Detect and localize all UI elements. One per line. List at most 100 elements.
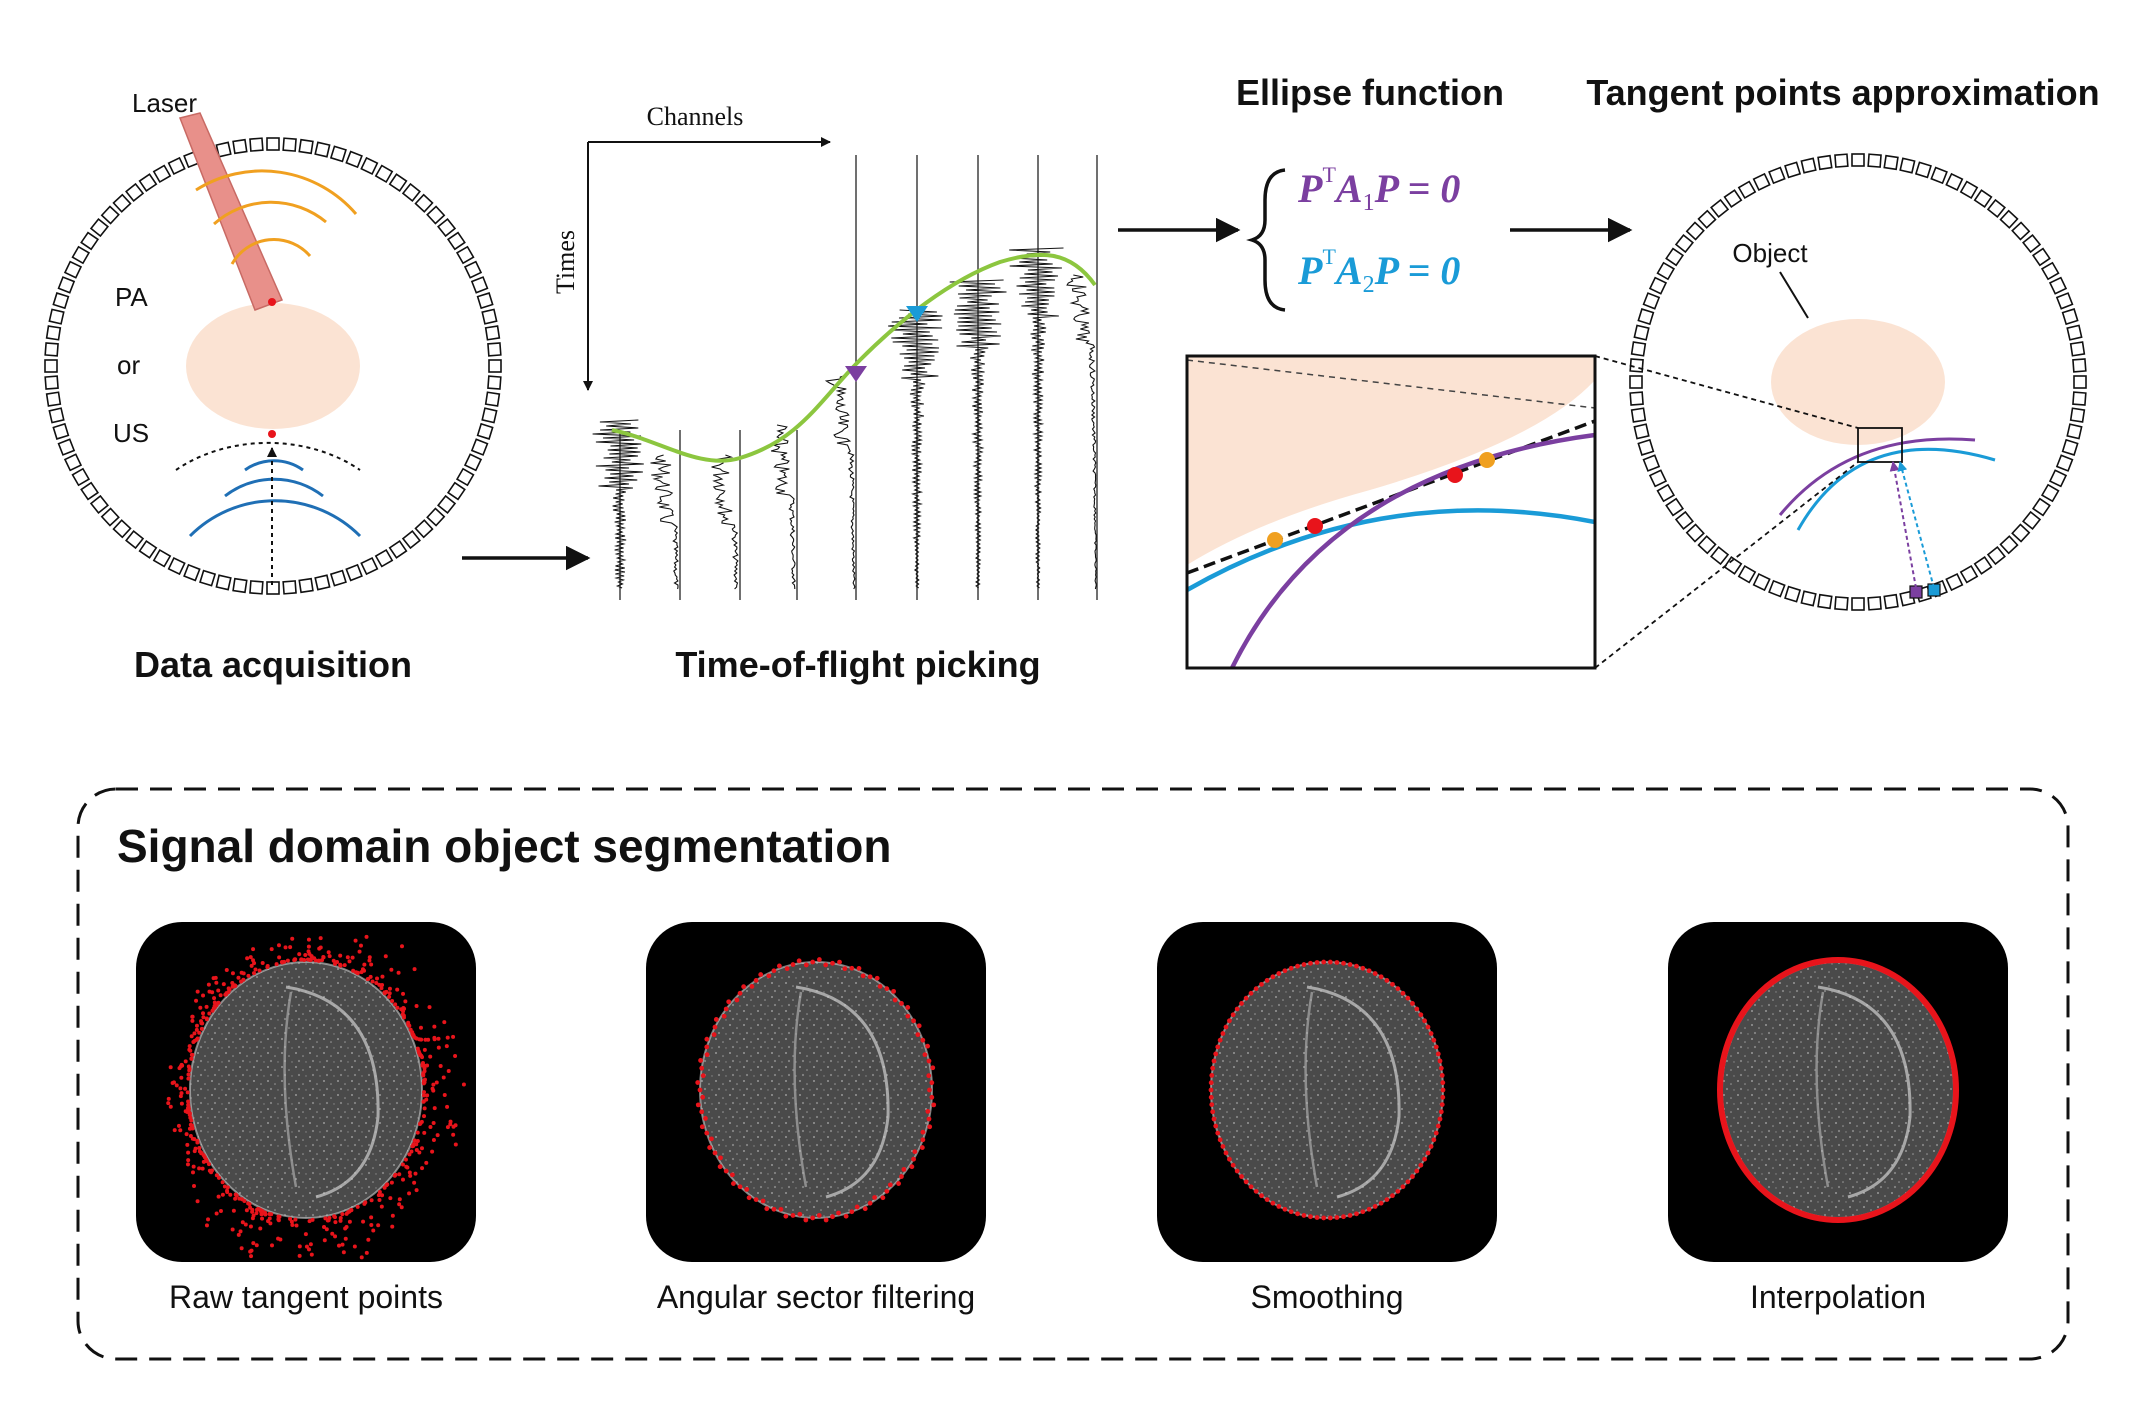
transducer-element — [2031, 247, 2051, 267]
transducer-element — [345, 150, 363, 169]
transducer-element — [414, 519, 434, 539]
transducer-element — [89, 494, 109, 514]
transducer-element — [48, 407, 65, 424]
transducer-element — [1648, 469, 1668, 488]
transducer-element — [1945, 572, 1964, 592]
transducer-element — [249, 580, 264, 595]
laser-focus-dot — [268, 298, 276, 306]
transducer-element — [1642, 292, 1661, 310]
transducer-element — [1834, 596, 1849, 611]
transducer-element — [199, 569, 217, 587]
transducer-element — [1817, 154, 1833, 171]
step-label: Raw tangent points — [169, 1279, 443, 1315]
transducer-element — [455, 467, 475, 487]
transducer-element — [463, 453, 483, 472]
transducer-element — [1630, 407, 1647, 423]
transducer-element — [215, 141, 232, 158]
transducer-element — [1999, 535, 2019, 555]
transducer-element — [44, 375, 59, 390]
equation-2: PTA2P = 0 — [1297, 244, 1460, 298]
transducer-element — [1710, 198, 1730, 218]
inset-purple-curve — [1229, 432, 1595, 668]
transducer-element — [2022, 510, 2042, 530]
tissue-image — [699, 961, 933, 1219]
segmentation-frame — [76, 787, 2070, 1361]
transducer-element — [57, 276, 76, 294]
trace-waveform — [770, 424, 796, 590]
transducer-element — [1959, 564, 1979, 584]
transducer-element — [314, 574, 331, 591]
transducer-element — [476, 292, 494, 310]
transducer-element — [488, 359, 502, 373]
brace-icon — [1246, 168, 1286, 312]
transducer-element — [360, 556, 379, 576]
transducer-element — [2048, 276, 2068, 295]
transducer-element — [329, 569, 347, 587]
transducer-element — [152, 164, 172, 184]
transducer-element — [1973, 189, 1993, 209]
us-focus-dot — [268, 430, 276, 438]
transducer-element — [1768, 166, 1786, 185]
transducer-element — [266, 137, 280, 151]
transducer-element — [360, 156, 379, 176]
transducer-element — [1630, 341, 1647, 357]
trace-waveform — [1066, 274, 1097, 590]
transducer-element — [345, 563, 363, 582]
transducer-element — [1800, 590, 1817, 607]
active-transducer-element — [1927, 583, 1941, 597]
tangent-point-orange — [1267, 532, 1283, 548]
object-label: Object — [1732, 238, 1808, 268]
trace-waveform — [824, 374, 856, 590]
inset-cyan-curve — [1187, 508, 1595, 592]
tangent-point-red — [1447, 467, 1463, 483]
transducer-element — [215, 574, 232, 591]
transducer-element — [249, 137, 264, 152]
contour-points — [1208, 959, 1446, 1221]
data-acquisition-title: Data acquisition — [134, 644, 412, 685]
transducer-element — [2061, 438, 2079, 456]
transducer-element — [89, 218, 109, 238]
pa-label: PA — [115, 282, 148, 312]
transducer-element — [487, 375, 502, 390]
ellipse-function-title: Ellipse function — [1236, 72, 1504, 113]
transducer-element — [1723, 555, 1743, 575]
trace-waveform — [949, 279, 1007, 589]
raw-tangent-scatter — [166, 934, 466, 1260]
trace-waveform — [888, 309, 943, 589]
purple-ellipse-arc — [1778, 437, 1976, 516]
cyan-pick-marker — [906, 306, 928, 322]
transducer-element — [374, 548, 394, 568]
transducer-element — [437, 218, 457, 238]
transducer-element — [138, 539, 158, 559]
transducer-element — [388, 173, 408, 193]
transducer-element — [1710, 546, 1730, 566]
transducer-element — [1665, 247, 1685, 267]
transducer-element — [2073, 375, 2087, 389]
transducer-element — [481, 308, 498, 325]
transducer-element — [1685, 523, 1705, 543]
transducer-element — [52, 292, 70, 310]
transducer-element — [100, 205, 120, 225]
transducer-element — [282, 137, 297, 152]
transducer-element — [1685, 221, 1705, 241]
transducer-element — [167, 156, 186, 176]
transducer-element — [1834, 153, 1849, 168]
laser-label: Laser — [132, 88, 197, 118]
transducer-element — [1784, 161, 1802, 179]
transducer-element — [463, 260, 483, 279]
cyan-ellipse-arc — [1796, 447, 1996, 531]
tangent-point-orange — [1479, 452, 1495, 468]
step-label: Angular sector filtering — [657, 1279, 975, 1315]
purple-pick-marker — [845, 366, 867, 382]
transducer-element — [1817, 593, 1833, 610]
transducer-element — [470, 276, 489, 294]
transducer-element — [1752, 572, 1771, 592]
transducer-element — [44, 342, 59, 357]
contour-points — [695, 957, 937, 1223]
transducer-element — [481, 407, 498, 424]
transducer-element — [2072, 391, 2087, 406]
transducer-element — [112, 193, 132, 213]
transducer-element — [232, 138, 248, 155]
transducer-element — [282, 580, 297, 595]
tissue-image — [1721, 961, 1955, 1219]
